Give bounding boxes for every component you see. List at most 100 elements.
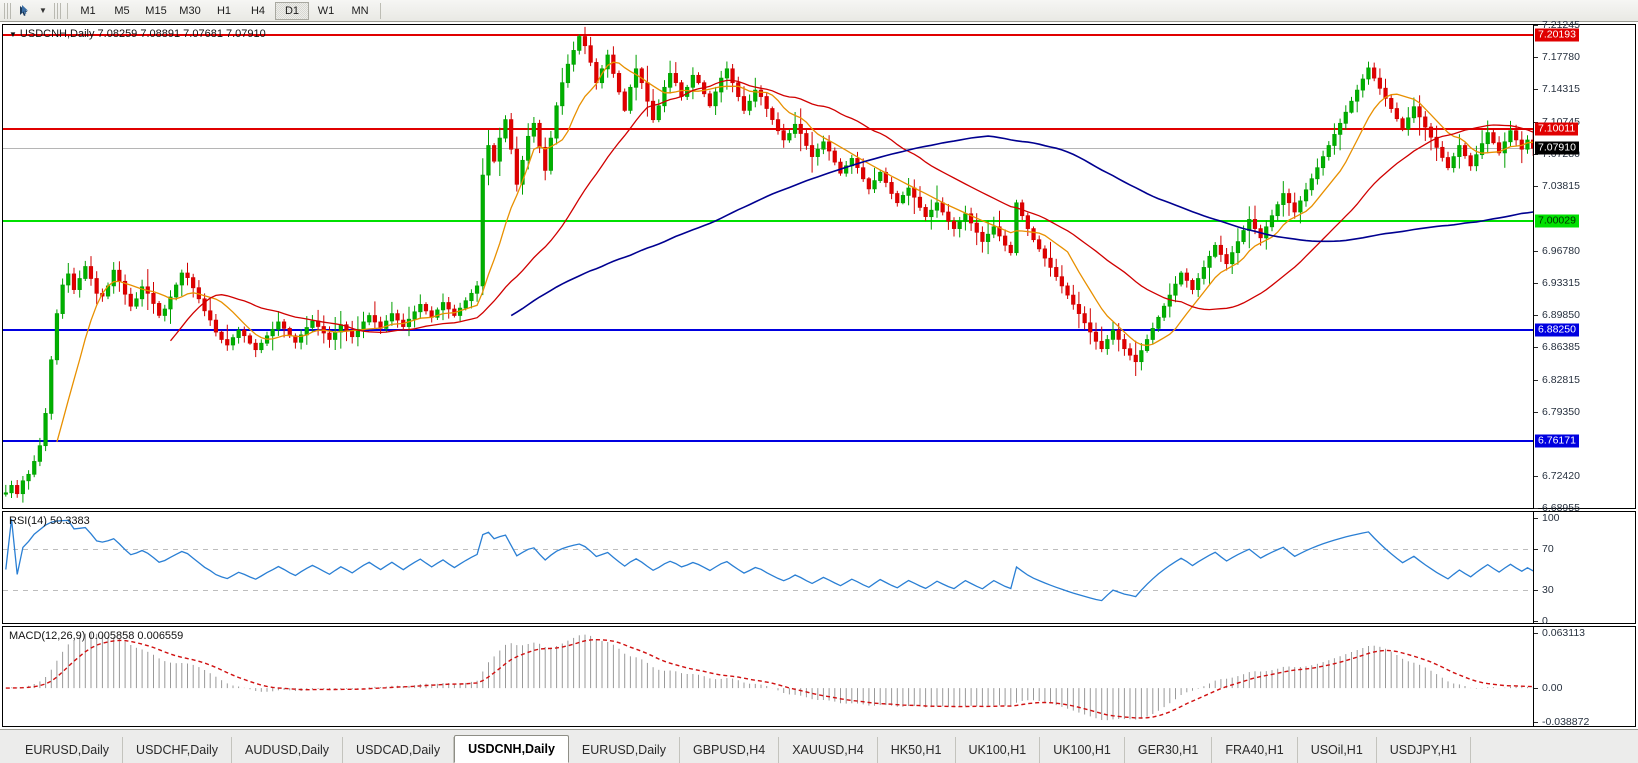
timeframe-button-d1[interactable]: D1 (275, 1, 309, 20)
chart-tab-bar[interactable]: EURUSD,Daily USDCHF,Daily AUDUSD,Daily USDC… (0, 729, 1638, 763)
price-axis-label: 6.72420 (1542, 469, 1580, 482)
toolbar-separator-2 (380, 2, 381, 19)
price-level-line-support-upper[interactable] (3, 328, 1534, 331)
chart-tab-usdjpy-h1[interactable]: USDJPY,H1 (1377, 737, 1471, 763)
crosshair-pointer-icon[interactable] (14, 2, 36, 20)
price-axis-label: 6.93315 (1542, 276, 1580, 289)
price-chart-panel[interactable]: ▼ USDCNH,Daily 7.08259 7.08891 7.07681 7.… (2, 19, 1636, 514)
price-axis-tick (1534, 186, 1538, 187)
price-axis-label: 7.21245 (1542, 19, 1580, 31)
rsi-axis-label: 30 (1542, 584, 1554, 597)
chart-tab-usoil-h1[interactable]: USOil,H1 (1298, 737, 1377, 763)
timeframe-button-h4[interactable]: H4 (250, 4, 266, 17)
chart-tab-fra40-h1[interactable]: FRA40,H1 (1212, 737, 1298, 763)
price-level-tag[interactable]: 6.76171 (1535, 434, 1579, 448)
timeframe-button-mn[interactable]: MN (351, 4, 369, 17)
candlestick-series (3, 25, 1534, 508)
chart-tab-eurusd-daily[interactable]: EURUSD,Daily (12, 737, 124, 763)
macd-axis-label: -0.038872 (1542, 716, 1590, 728)
timeframe-button-h1[interactable]: H1 (216, 4, 232, 17)
price-level-tag[interactable]: 7.20193 (1535, 28, 1579, 42)
price-axis[interactable]: 7.212457.177807.143157.107457.072807.038… (1533, 19, 1635, 514)
timeframe-button-m1[interactable]: M1 (80, 4, 96, 17)
macd-plot-area[interactable] (3, 627, 1534, 726)
rsi-plot-area[interactable] (3, 512, 1534, 623)
price-axis-tick (1534, 508, 1538, 509)
macd-axis-label: 0.063113 (1542, 627, 1586, 639)
chart-tab-usdcnh-daily[interactable]: USDCNH,Daily (454, 735, 569, 763)
macd-panel[interactable]: MACD(12,26,9) 0.005858 0.006559 0.063113… (2, 626, 1636, 728)
rsi-axis-tick (1534, 621, 1538, 622)
rsi-panel[interactable]: RSI(14) 50.3383 100 70 30 0 (2, 511, 1636, 627)
price-level-tag[interactable]: 6.88250 (1535, 323, 1579, 337)
dropdown-caret-icon[interactable]: ▼ (39, 6, 47, 15)
price-axis-label: 6.86385 (1542, 341, 1580, 353)
price-level-line-resistance-mid[interactable] (3, 127, 1534, 130)
macd-caption: MACD(12,26,9) 0.005858 0.006559 (9, 630, 184, 642)
chart-tab-hk50-h1[interactable]: HK50,H1 (878, 737, 956, 763)
toolbar-separator (67, 2, 68, 19)
timeframe-button-m30[interactable]: M30 (179, 4, 201, 17)
price-caption-text: USDCNH,Daily 7.08259 7.08891 7.07681 7.0… (19, 28, 266, 40)
price-level-line-current-price[interactable] (3, 148, 1534, 150)
macd-axis-tick (1534, 633, 1538, 634)
price-level-tag[interactable]: 7.10011 (1535, 122, 1579, 136)
price-axis-tick (1534, 347, 1538, 348)
macd-axis-label: 0.00 (1542, 682, 1563, 695)
price-level-tag[interactable]: 7.00029 (1535, 214, 1579, 228)
chart-tab-usdchf-daily[interactable]: USDCHF,Daily (123, 737, 232, 763)
timeframe-button-m5[interactable]: M5 (114, 4, 130, 17)
rsi-line-series (3, 512, 1534, 623)
price-chart-caption: ▼ USDCNH,Daily 7.08259 7.08891 7.07681 7.… (9, 28, 266, 40)
price-axis-tick (1534, 411, 1538, 413)
chart-tab-audusd-daily[interactable]: AUDUSD,Daily (232, 737, 344, 763)
rsi-axis-tick (1534, 518, 1538, 519)
timeframe-toolbar[interactable]: ▼ M1 M5 M15 M30 H1 H4 D1 W1 MN (0, 0, 1638, 22)
price-axis-tick (1534, 282, 1538, 284)
price-axis-tick (1534, 89, 1538, 90)
macd-axis-tick (1534, 722, 1538, 723)
price-axis-tick (1534, 379, 1538, 381)
rsi-axis[interactable]: 100 70 30 0 (1533, 512, 1635, 627)
price-axis-tick (1534, 475, 1538, 477)
timeframe-button-m15[interactable]: M15 (145, 4, 167, 17)
price-level-line-support-lower[interactable] (3, 440, 1534, 443)
chart-tab-usdcad-daily[interactable]: USDCAD,Daily (343, 737, 455, 763)
macd-axis-tick (1534, 688, 1538, 690)
rsi-axis-label: 100 (1542, 512, 1560, 524)
toolbar-grip-2[interactable] (54, 2, 62, 19)
macd-axis[interactable]: 0.063113 0.00 -0.038872 (1533, 627, 1635, 728)
timeframe-button-w1[interactable]: W1 (317, 4, 335, 17)
timeframe-list: M1 M5 M15 M30 H1 H4 D1 W1 MN (71, 1, 377, 20)
rsi-axis-tick (1534, 548, 1538, 550)
macd-histogram-series (3, 627, 1534, 726)
collapse-caret-icon[interactable]: ▼ (9, 29, 17, 39)
rsi-caption: RSI(14) 50.3383 (9, 515, 90, 527)
chart-window[interactable]: ▼ USDCNH,Daily 7.08259 7.08891 7.07681 7.… (0, 19, 1638, 741)
price-axis-tick (1534, 314, 1538, 316)
price-axis-tick (1534, 57, 1538, 58)
rsi-axis-label: 0 (1542, 615, 1548, 627)
chart-tab-eurusd-daily[interactable]: EURUSD,Daily (569, 737, 680, 763)
price-axis-label: 6.96780 (1542, 244, 1580, 257)
price-level-line-resistance-upper[interactable] (3, 33, 1534, 36)
rsi-reference-line-70 (3, 548, 1534, 550)
price-axis-tick (1534, 25, 1538, 26)
chart-tab-xauusd-h4[interactable]: XAUUSD,H4 (779, 737, 878, 763)
chart-tab-uk100-h1[interactable]: UK100,H1 (956, 737, 1041, 763)
price-level-line-pivot[interactable] (3, 219, 1534, 222)
price-axis-label: 7.14315 (1542, 83, 1580, 95)
price-plot-area[interactable] (3, 25, 1534, 508)
chart-tab-uk100-h1[interactable]: UK100,H1 (1040, 737, 1125, 763)
chart-tab-ger30-h1[interactable]: GER30,H1 (1125, 737, 1213, 763)
chart-tab-gbpusd-h4[interactable]: GBPUSD,H4 (680, 737, 780, 763)
price-axis-label: 6.82815 (1542, 373, 1580, 386)
price-axis-label: 6.79350 (1542, 405, 1580, 418)
rsi-reference-line-30 (3, 590, 1534, 592)
price-axis-label: 7.17780 (1542, 51, 1580, 63)
rsi-axis-tick (1534, 590, 1538, 592)
toolbar-grip[interactable] (4, 2, 12, 19)
price-axis-label: 7.03815 (1542, 180, 1580, 192)
rsi-axis-label: 70 (1542, 542, 1554, 555)
price-level-tag[interactable]: 7.07910 (1535, 141, 1579, 155)
